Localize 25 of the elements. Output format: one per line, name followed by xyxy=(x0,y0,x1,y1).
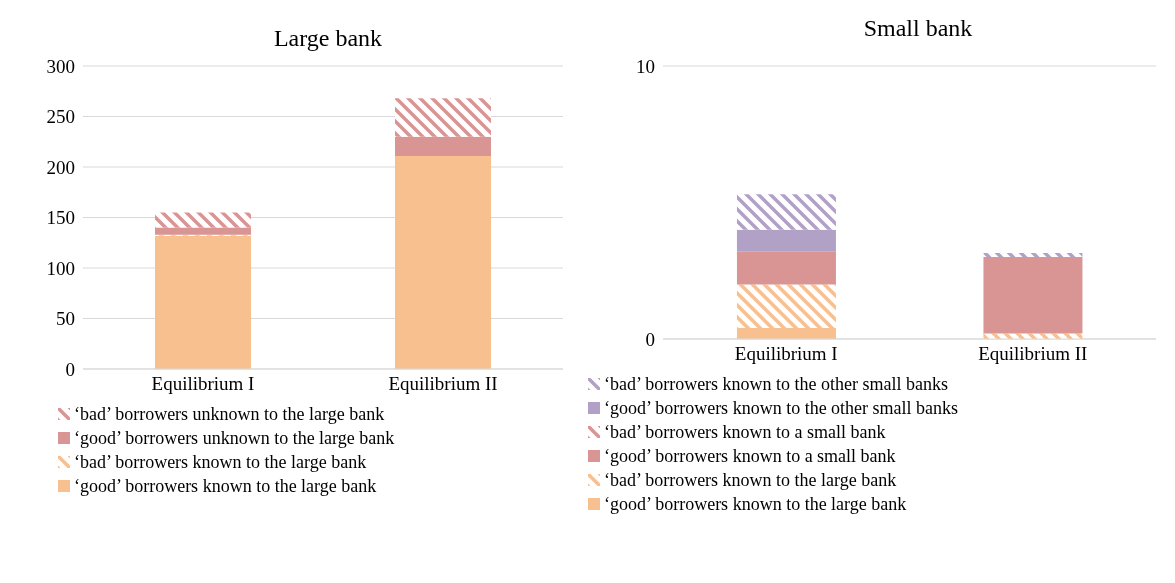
legend-label: ‘good’ borrowers known to the large bank xyxy=(604,493,907,515)
legend-label: ‘good’ borrowers known to a small bank xyxy=(604,445,896,467)
y-tick-label: 10 xyxy=(636,55,655,77)
legend-label: ‘good’ borrowers known to the large bank xyxy=(74,475,377,497)
y-tick-label: 150 xyxy=(46,207,75,229)
x-tick-label: Equilibrium I xyxy=(734,343,838,365)
y-tick-label: 300 xyxy=(46,55,75,77)
x-tick-label: Equilibrium II xyxy=(978,343,1088,365)
chart-title: Small bank xyxy=(862,14,974,43)
x-tick-label: Equilibrium I xyxy=(151,373,255,395)
chart-title: Large bank xyxy=(273,25,383,51)
legend-label: ‘bad’ borrowers known to a small bank xyxy=(604,421,886,443)
y-tick-label: 100 xyxy=(46,257,75,279)
x-tick-label: Equilibrium II xyxy=(388,373,498,395)
legend-label: ‘bad’ borrowers known to the other small banks xyxy=(604,373,949,395)
y-tick-label: 50 xyxy=(56,308,75,330)
y-tick-label: 250 xyxy=(46,106,75,128)
legend-label: ‘bad’ borrowers unknown to the large bank xyxy=(74,403,385,425)
legend-label: ‘bad’ borrowers known to the large bank xyxy=(74,451,367,473)
y-tick-label: 0 xyxy=(645,328,655,350)
legend-label: ‘good’ borrowers unknown to the large bank xyxy=(74,427,395,449)
y-tick-label: 0 xyxy=(65,358,75,380)
legend-label: ‘bad’ borrowers known to the large bank xyxy=(604,469,897,491)
legend-label: ‘good’ borrowers known to the other small banks xyxy=(604,397,959,419)
y-tick-label: 200 xyxy=(46,156,75,178)
